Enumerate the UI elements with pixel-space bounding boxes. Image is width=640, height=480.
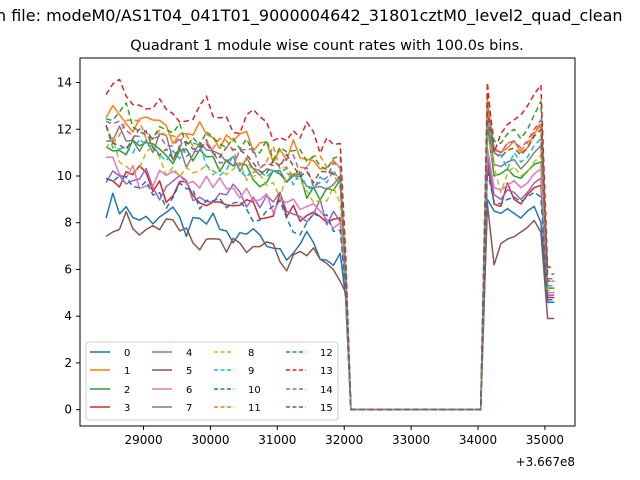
y-tick-label: 14 [57, 76, 72, 90]
legend-label-2: 2 [124, 385, 130, 396]
x-tick-label: 30000 [191, 433, 229, 447]
legend-label-5: 5 [186, 366, 192, 377]
series-line-5 [105, 203, 555, 411]
y-tick-label: 12 [57, 122, 72, 136]
legend-label-3: 3 [124, 403, 130, 414]
plot-area [79, 57, 576, 427]
series-line-4 [105, 154, 555, 411]
x-tick-label: 33000 [392, 433, 430, 447]
legend-label-13: 13 [320, 366, 333, 377]
y-axis: 0 2 4 6 8 10 12 14 [57, 76, 80, 417]
y-tick-label: 6 [64, 262, 72, 276]
x-tick-label: 32000 [325, 433, 363, 447]
legend-label-14: 14 [320, 385, 333, 396]
series-line-10 [105, 170, 555, 411]
legend-label-9: 9 [248, 366, 254, 377]
figure-suptitle: n file: modeM0/AS1T04_041T01_9000004642_… [0, 6, 623, 26]
series-line-3 [105, 161, 555, 411]
y-tick-label: 0 [64, 403, 72, 417]
x-tick-label: 31000 [258, 433, 296, 447]
x-offset-label: +3.667e8 [516, 455, 575, 469]
chart-title: Quadrant 1 module wise count rates with … [130, 38, 524, 54]
legend-label-0: 0 [124, 348, 130, 359]
legend-label-11: 11 [248, 403, 261, 414]
series-line-0 [105, 192, 555, 411]
y-tick-label: 4 [64, 309, 72, 323]
x-tick-label: 29000 [124, 433, 162, 447]
series-line-7 [106, 119, 555, 411]
series-line-9 [105, 121, 555, 411]
series-line-13 [105, 78, 555, 411]
series-line-15 [105, 112, 555, 411]
legend-label-6: 6 [186, 385, 192, 396]
legend-label-7: 7 [186, 403, 192, 414]
legend-label-4: 4 [186, 348, 192, 359]
x-axis: 29000 30000 31000 32000 33000 34000 35000 [124, 426, 564, 447]
y-tick-label: 10 [57, 169, 72, 183]
x-tick-label: 34000 [459, 433, 497, 447]
x-tick-label: 35000 [526, 433, 564, 447]
legend-label-15: 15 [320, 403, 333, 414]
series-layer [105, 78, 555, 411]
series-line-12 [105, 91, 555, 411]
legend-label-10: 10 [248, 385, 261, 396]
legend-label-12: 12 [320, 348, 333, 359]
series-line-14 [105, 107, 555, 411]
legend-label-8: 8 [248, 348, 254, 359]
y-tick-label: 2 [64, 356, 72, 370]
series-line-2 [105, 126, 555, 411]
legend-label-1: 1 [124, 366, 130, 377]
legend-box [85, 341, 339, 421]
y-tick-label: 8 [64, 216, 72, 230]
axes-frame [79, 57, 576, 427]
